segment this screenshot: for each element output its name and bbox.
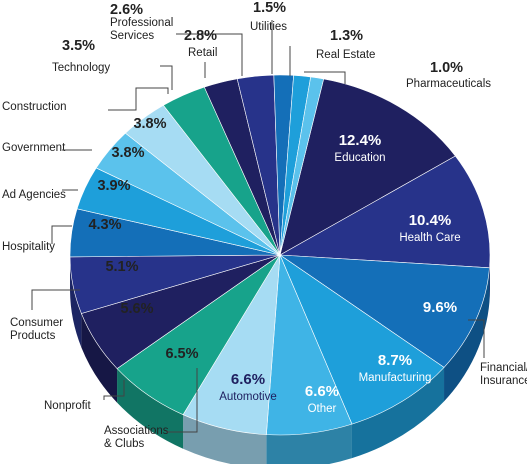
name-label-health-care: Health Care (399, 232, 460, 244)
pct-label-professional-services: 2.6% (110, 2, 143, 18)
leader-construction (108, 87, 169, 111)
name-label-hospitality: Hospitality (2, 241, 55, 253)
name-label-associations-clubs: & Clubs (104, 438, 145, 450)
pie-top (69, 74, 491, 436)
name-label-real-estate: Real Estate (316, 49, 375, 61)
pct-label-retail: 2.8% (184, 28, 217, 44)
slice-side-associations-clubs (117, 368, 184, 449)
name-label-consumer-products: Products (10, 330, 56, 342)
name-label-financial-insurance: Insurance (480, 375, 527, 387)
name-label-construction: Construction (2, 101, 67, 113)
name-label-utilities: Utilities (250, 21, 287, 33)
pct-label-consumer-products: 5.1% (105, 259, 138, 275)
leader-associations-clubs (166, 368, 198, 433)
leader-pharmaceuticals (304, 71, 346, 84)
pct-label-technology: 3.5% (62, 38, 95, 54)
pct-label-nonprofit: 5.6% (120, 301, 153, 317)
name-label-nonprofit: Nonprofit (44, 400, 91, 412)
slice-education (279, 78, 456, 256)
slice-side-automotive (183, 414, 267, 464)
leader-consumer-products (31, 289, 80, 310)
name-label-retail: Retail (188, 47, 217, 59)
slice-pharmaceuticals (279, 76, 325, 256)
slice-manufacturing (279, 254, 445, 425)
slice-labels: 12.4% Education 10.4% Health Care 9.6% Financ… (2, 0, 527, 450)
pct-label-hospitality: 4.3% (88, 217, 121, 233)
name-label-associations-clubs: Associations (104, 425, 169, 437)
pct-label-construction: 3.8% (133, 116, 166, 132)
leader-hospitality (51, 225, 72, 244)
pct-label-pharmaceuticals: 1.0% (430, 60, 463, 76)
pct-label-associations-clubs: 6.5% (165, 346, 198, 362)
pie-depth (70, 255, 490, 464)
name-label-pharmaceuticals: Pharmaceuticals (406, 78, 491, 90)
slice-side-nonprofit (81, 313, 118, 403)
name-label-automotive: Automotive (219, 391, 277, 403)
name-label-professional-services: Professional (110, 17, 173, 29)
pct-label-automotive: 6.6% (231, 371, 265, 388)
slice-financial-insurance (278, 254, 490, 368)
leader-nonprofit (103, 380, 125, 400)
name-label-technology: Technology (52, 62, 110, 74)
pct-label-other: 6.6% (305, 383, 339, 400)
pct-label-real-estate: 1.3% (330, 28, 363, 44)
pct-label-ad-agencies: 3.9% (97, 178, 130, 194)
leader-financial-insurance (468, 319, 485, 358)
slice-side-financial-insurance (444, 267, 490, 402)
pct-label-health-care: 10.4% (409, 212, 452, 229)
name-label-manufacturing: Manufacturing (359, 372, 432, 384)
name-label-ad-agencies: Ad Agencies (2, 189, 66, 201)
name-label-professional-services: Services (110, 30, 154, 42)
leader-professional-services (176, 33, 243, 76)
name-label-education: Education (334, 152, 385, 164)
slice-side-consumer-products (70, 256, 82, 348)
leader-technology (160, 65, 173, 90)
slice-side-other (266, 424, 352, 464)
pct-label-financial-insurance: 9.6% (423, 299, 457, 316)
slice-side-manufacturing (351, 367, 445, 459)
name-label-other: Other (308, 403, 337, 415)
pct-label-manufacturing: 8.7% (378, 352, 412, 369)
pct-label-education: 12.4% (339, 132, 382, 149)
name-label-government: Government (2, 142, 66, 154)
slice-health-care (278, 155, 491, 269)
name-label-financial-insurance: Financial/ (480, 362, 527, 374)
name-label-consumer-products: Consumer (10, 317, 63, 329)
pct-label-utilities: 1.5% (253, 0, 286, 16)
pct-label-government: 3.8% (111, 145, 144, 161)
